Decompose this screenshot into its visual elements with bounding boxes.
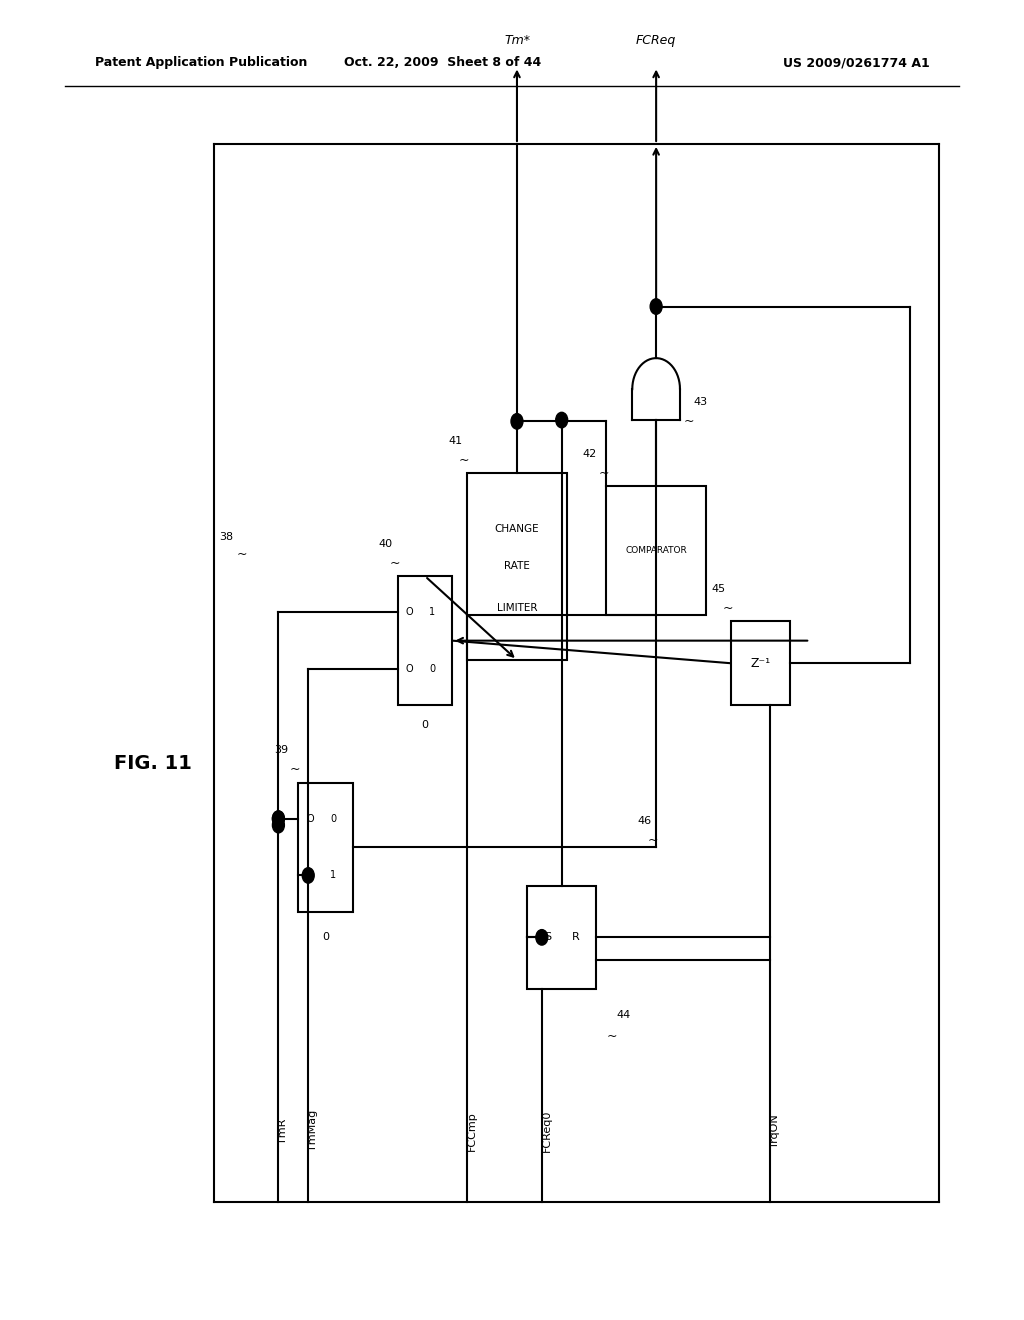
Text: COMPARATOR: COMPARATOR: [626, 546, 687, 554]
Text: Patent Application Publication: Patent Application Publication: [94, 57, 307, 69]
Text: O: O: [306, 813, 314, 824]
Circle shape: [650, 298, 663, 314]
Text: 43: 43: [694, 397, 708, 407]
Text: 0: 0: [422, 719, 428, 730]
Circle shape: [272, 817, 285, 833]
Text: ~: ~: [598, 466, 608, 479]
Text: 38: 38: [219, 532, 233, 543]
Text: 1: 1: [330, 870, 336, 880]
Circle shape: [556, 412, 567, 428]
Text: LIMITER: LIMITER: [497, 603, 538, 612]
Text: ~: ~: [723, 602, 733, 615]
Text: O: O: [406, 607, 414, 618]
Text: US 2009/0261774 A1: US 2009/0261774 A1: [782, 57, 930, 69]
Text: R: R: [571, 932, 580, 942]
Bar: [527, 886, 597, 989]
Text: FCReq: FCReq: [636, 34, 676, 48]
Bar: [298, 783, 353, 912]
Text: Tm*: Tm*: [504, 34, 530, 48]
Text: ~: ~: [684, 414, 694, 428]
Text: TmR: TmR: [279, 1118, 289, 1143]
Text: O: O: [306, 870, 314, 880]
Text: ~: ~: [648, 834, 658, 847]
Circle shape: [536, 929, 548, 945]
Bar: [397, 576, 453, 705]
Text: Z⁻¹: Z⁻¹: [751, 657, 771, 669]
Text: CHANGE: CHANGE: [495, 524, 540, 535]
Text: 42: 42: [583, 449, 597, 458]
Text: RATE: RATE: [504, 561, 529, 572]
Text: TrqON: TrqON: [770, 1114, 780, 1147]
Text: O: O: [406, 664, 414, 675]
Text: 44: 44: [616, 1010, 631, 1020]
Text: TmMag: TmMag: [308, 1110, 318, 1151]
Text: ~: ~: [459, 454, 470, 466]
Text: 41: 41: [449, 436, 462, 446]
Bar: [606, 486, 706, 615]
Text: 0: 0: [429, 664, 435, 675]
Text: ~: ~: [237, 548, 247, 561]
Text: ~: ~: [389, 557, 400, 570]
Bar: [467, 473, 566, 660]
Text: 46: 46: [637, 816, 651, 826]
Text: 45: 45: [712, 583, 726, 594]
Circle shape: [272, 810, 285, 826]
Text: 0: 0: [330, 813, 336, 824]
Bar: [731, 622, 791, 705]
Circle shape: [272, 810, 285, 826]
Text: 40: 40: [379, 539, 393, 549]
Text: FCReq0: FCReq0: [542, 1110, 552, 1152]
Text: ~: ~: [606, 1030, 616, 1043]
Circle shape: [511, 413, 523, 429]
Text: 0: 0: [323, 932, 329, 942]
Text: 39: 39: [274, 746, 289, 755]
Text: FCCmp: FCCmp: [467, 1111, 477, 1151]
Text: S: S: [544, 932, 551, 942]
Text: Oct. 22, 2009  Sheet 8 of 44: Oct. 22, 2009 Sheet 8 of 44: [344, 57, 541, 69]
Circle shape: [302, 867, 314, 883]
Text: ~: ~: [290, 763, 301, 776]
Text: 1: 1: [429, 607, 435, 618]
Text: FIG. 11: FIG. 11: [115, 754, 193, 772]
